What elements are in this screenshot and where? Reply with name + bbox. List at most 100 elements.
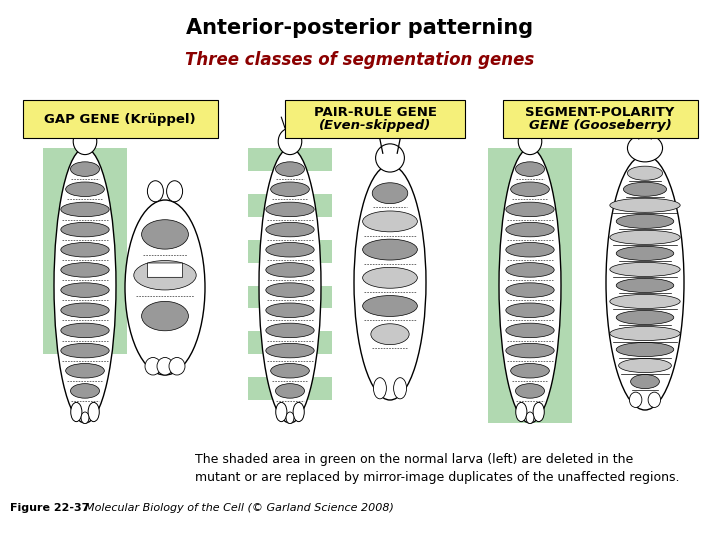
Ellipse shape: [616, 246, 674, 260]
Bar: [488, 171, 572, 194]
Ellipse shape: [363, 295, 418, 316]
Bar: [43, 240, 127, 262]
Ellipse shape: [610, 230, 680, 245]
Text: SEGMENT-POLARITY: SEGMENT-POLARITY: [526, 106, 675, 119]
Text: GENE (Gooseberry): GENE (Gooseberry): [528, 119, 671, 132]
Ellipse shape: [372, 183, 408, 204]
Text: (Even-skipped): (Even-skipped): [319, 119, 431, 132]
Ellipse shape: [610, 294, 680, 308]
Bar: [488, 262, 572, 286]
Bar: [248, 194, 332, 217]
Ellipse shape: [145, 357, 161, 375]
Ellipse shape: [616, 278, 674, 293]
Ellipse shape: [60, 222, 109, 237]
FancyBboxPatch shape: [285, 100, 465, 138]
Bar: [43, 308, 127, 332]
Ellipse shape: [148, 181, 163, 202]
Text: The shaded area in green on the normal larva (left) are deleted in the: The shaded area in green on the normal l…: [195, 454, 634, 467]
Ellipse shape: [166, 181, 183, 202]
Bar: [488, 377, 572, 400]
Ellipse shape: [60, 242, 109, 257]
Text: Anterior-posterior patterning: Anterior-posterior patterning: [186, 18, 534, 38]
Ellipse shape: [616, 214, 674, 228]
Bar: [248, 332, 332, 354]
Ellipse shape: [66, 363, 104, 378]
Ellipse shape: [516, 383, 544, 398]
Ellipse shape: [60, 283, 109, 298]
Ellipse shape: [499, 148, 561, 423]
Bar: [488, 148, 572, 171]
Ellipse shape: [259, 148, 321, 423]
Text: PAIR-RULE GENE: PAIR-RULE GENE: [313, 106, 436, 119]
Ellipse shape: [618, 359, 671, 373]
Ellipse shape: [506, 303, 554, 318]
Bar: [43, 148, 127, 171]
Ellipse shape: [169, 357, 185, 375]
Ellipse shape: [648, 392, 661, 408]
Ellipse shape: [60, 202, 109, 217]
Text: Figure 22-37: Figure 22-37: [10, 503, 89, 513]
Ellipse shape: [610, 262, 680, 276]
Ellipse shape: [293, 402, 305, 422]
Bar: [43, 217, 127, 240]
Ellipse shape: [266, 262, 314, 277]
Ellipse shape: [71, 162, 99, 177]
Ellipse shape: [71, 383, 99, 398]
Bar: [488, 332, 572, 354]
Ellipse shape: [516, 162, 544, 177]
Ellipse shape: [60, 303, 109, 318]
Ellipse shape: [60, 343, 109, 358]
Ellipse shape: [88, 402, 99, 422]
FancyBboxPatch shape: [503, 100, 698, 138]
Bar: [248, 377, 332, 400]
Ellipse shape: [266, 303, 314, 318]
Ellipse shape: [66, 182, 104, 197]
Ellipse shape: [376, 144, 405, 172]
Ellipse shape: [276, 383, 305, 398]
Ellipse shape: [631, 375, 660, 389]
Ellipse shape: [526, 412, 534, 423]
Ellipse shape: [71, 402, 82, 422]
Ellipse shape: [627, 166, 662, 180]
Bar: [43, 286, 127, 308]
Bar: [43, 332, 127, 354]
Ellipse shape: [363, 211, 418, 232]
Ellipse shape: [266, 283, 314, 298]
Ellipse shape: [518, 128, 541, 154]
Ellipse shape: [157, 357, 173, 375]
Text: mutant or are replaced by mirror-image duplicates of the unaffected regions.: mutant or are replaced by mirror-image d…: [195, 471, 680, 484]
Ellipse shape: [354, 165, 426, 400]
Bar: [488, 354, 572, 377]
Ellipse shape: [506, 323, 554, 338]
Bar: [488, 217, 572, 240]
Bar: [488, 400, 572, 423]
Ellipse shape: [610, 198, 680, 212]
Bar: [43, 194, 127, 217]
Ellipse shape: [363, 267, 418, 288]
Ellipse shape: [54, 148, 116, 423]
Bar: [248, 240, 332, 262]
Bar: [488, 240, 572, 262]
Ellipse shape: [60, 262, 109, 277]
Ellipse shape: [73, 128, 96, 154]
Ellipse shape: [266, 242, 314, 257]
Ellipse shape: [266, 202, 314, 217]
Bar: [43, 262, 127, 286]
Ellipse shape: [266, 343, 314, 358]
Ellipse shape: [616, 342, 674, 356]
Text: Molecular Biology of the Cell (© Garland Science 2008): Molecular Biology of the Cell (© Garland…: [78, 503, 394, 513]
Ellipse shape: [506, 283, 554, 298]
Bar: [488, 194, 572, 217]
Ellipse shape: [134, 261, 196, 290]
Ellipse shape: [394, 377, 407, 399]
Ellipse shape: [506, 343, 554, 358]
Ellipse shape: [276, 162, 305, 177]
Ellipse shape: [371, 324, 409, 345]
Ellipse shape: [363, 239, 418, 260]
Ellipse shape: [506, 242, 554, 257]
Ellipse shape: [266, 222, 314, 237]
Ellipse shape: [629, 392, 642, 408]
Ellipse shape: [271, 363, 310, 378]
FancyBboxPatch shape: [22, 100, 217, 138]
Ellipse shape: [125, 200, 205, 375]
